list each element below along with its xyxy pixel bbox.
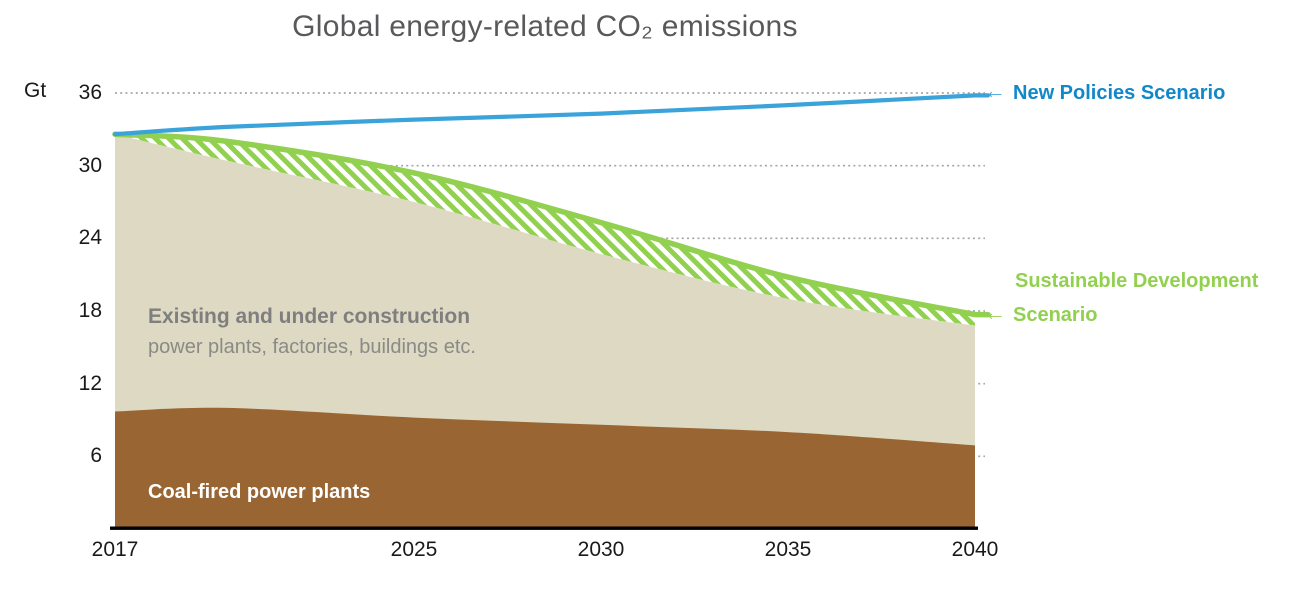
y-axis-ticks: 36 30 24 18 12 6	[58, 0, 102, 596]
nps-annotation-label: New Policies Scenario	[1013, 82, 1226, 104]
existing-area-sublabel: power plants, factories, buildings etc.	[148, 336, 476, 358]
y-tick-18: 18	[78, 299, 102, 322]
sds-annotation-line2: ← Scenario	[984, 300, 1098, 327]
areas-group	[115, 134, 975, 529]
x-tick-2030: 2030	[577, 538, 625, 561]
lines-group	[112, 93, 991, 318]
x-axis-line	[110, 526, 978, 530]
sds-annotation-line1: Sustainable Development	[1015, 270, 1259, 292]
y-tick-12: 12	[78, 372, 102, 395]
y-axis-unit-label: Gt	[24, 79, 47, 102]
sds-annotation-label: Scenario	[1013, 304, 1098, 326]
y-tick-24: 24	[78, 226, 102, 249]
sds-line	[112, 131, 991, 318]
y-tick-30: 30	[78, 154, 102, 177]
y-tick-6: 6	[90, 444, 102, 467]
left-arrow-icon: ←	[984, 300, 1006, 325]
x-tick-2035: 2035	[764, 538, 812, 561]
y-tick-36: 36	[78, 81, 102, 104]
axis-group	[110, 526, 978, 530]
x-tick-2025: 2025	[390, 538, 438, 561]
hatch-band-area	[115, 134, 975, 326]
chart-title: Global energy-related CO₂ emissions	[292, 10, 798, 43]
left-arrow-icon: ←	[984, 78, 1006, 103]
coal-area	[115, 407, 975, 529]
nps-line	[112, 93, 991, 137]
x-tick-2017: 2017	[91, 538, 139, 561]
x-tick-2040: 2040	[951, 538, 999, 561]
existing-area-label: Existing and under construction	[148, 305, 471, 328]
coal-area-label: Coal-fired power plants	[148, 481, 371, 503]
nps-annotation: ← New Policies Scenario	[984, 78, 1226, 105]
